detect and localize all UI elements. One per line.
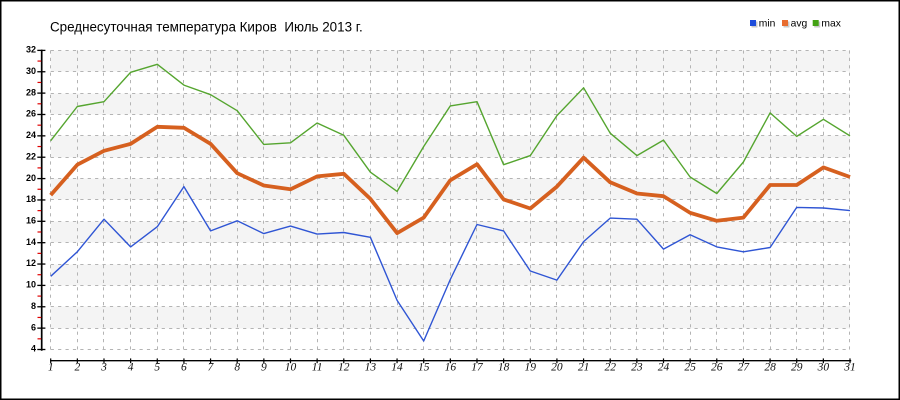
svg-text:5: 5 (154, 362, 160, 374)
svg-text:12: 12 (338, 362, 350, 374)
svg-text:6: 6 (181, 362, 187, 374)
svg-text:16: 16 (26, 216, 36, 226)
svg-text:29: 29 (791, 362, 803, 374)
svg-text:20: 20 (26, 173, 36, 183)
svg-text:1: 1 (48, 362, 54, 374)
svg-text:min: min (759, 18, 776, 29)
svg-text:3: 3 (100, 362, 107, 374)
svg-text:10: 10 (26, 280, 36, 290)
svg-text:14: 14 (26, 237, 36, 247)
svg-text:28: 28 (26, 87, 36, 97)
svg-text:4: 4 (31, 344, 36, 354)
svg-text:24: 24 (658, 362, 670, 374)
svg-text:14: 14 (391, 362, 403, 374)
svg-text:30: 30 (817, 362, 830, 374)
svg-text:avg: avg (791, 18, 808, 29)
svg-text:19: 19 (525, 362, 537, 374)
svg-text:18: 18 (498, 362, 510, 374)
svg-text:max: max (821, 18, 841, 29)
svg-text:6: 6 (31, 322, 36, 332)
svg-text:26: 26 (26, 109, 36, 119)
svg-text:7: 7 (208, 362, 215, 374)
svg-text:28: 28 (764, 362, 776, 374)
svg-text:8: 8 (234, 362, 240, 374)
svg-text:22: 22 (604, 362, 616, 374)
svg-text:30: 30 (26, 66, 36, 76)
svg-text:9: 9 (261, 362, 267, 374)
svg-text:32: 32 (26, 45, 36, 55)
svg-text:17: 17 (471, 362, 484, 374)
svg-text:20: 20 (551, 362, 563, 374)
svg-text:24: 24 (26, 130, 36, 140)
svg-text:10: 10 (285, 362, 297, 374)
svg-text:23: 23 (631, 362, 643, 374)
svg-text:31: 31 (843, 362, 856, 374)
svg-text:15: 15 (418, 362, 430, 374)
svg-text:11: 11 (312, 362, 323, 374)
svg-text:13: 13 (365, 362, 377, 374)
svg-text:25: 25 (684, 362, 696, 374)
svg-text:18: 18 (26, 194, 36, 204)
svg-text:21: 21 (578, 362, 590, 374)
svg-text:27: 27 (738, 362, 751, 374)
svg-text:2: 2 (74, 362, 80, 374)
svg-text:8: 8 (31, 301, 36, 311)
svg-text:4: 4 (128, 362, 134, 374)
svg-text:22: 22 (26, 151, 36, 161)
svg-text:12: 12 (26, 258, 36, 268)
svg-text:Среднесуточная температура Кир: Среднесуточная температура Киров Июль 20… (50, 20, 363, 35)
svg-text:26: 26 (711, 362, 723, 374)
svg-text:16: 16 (445, 362, 457, 374)
